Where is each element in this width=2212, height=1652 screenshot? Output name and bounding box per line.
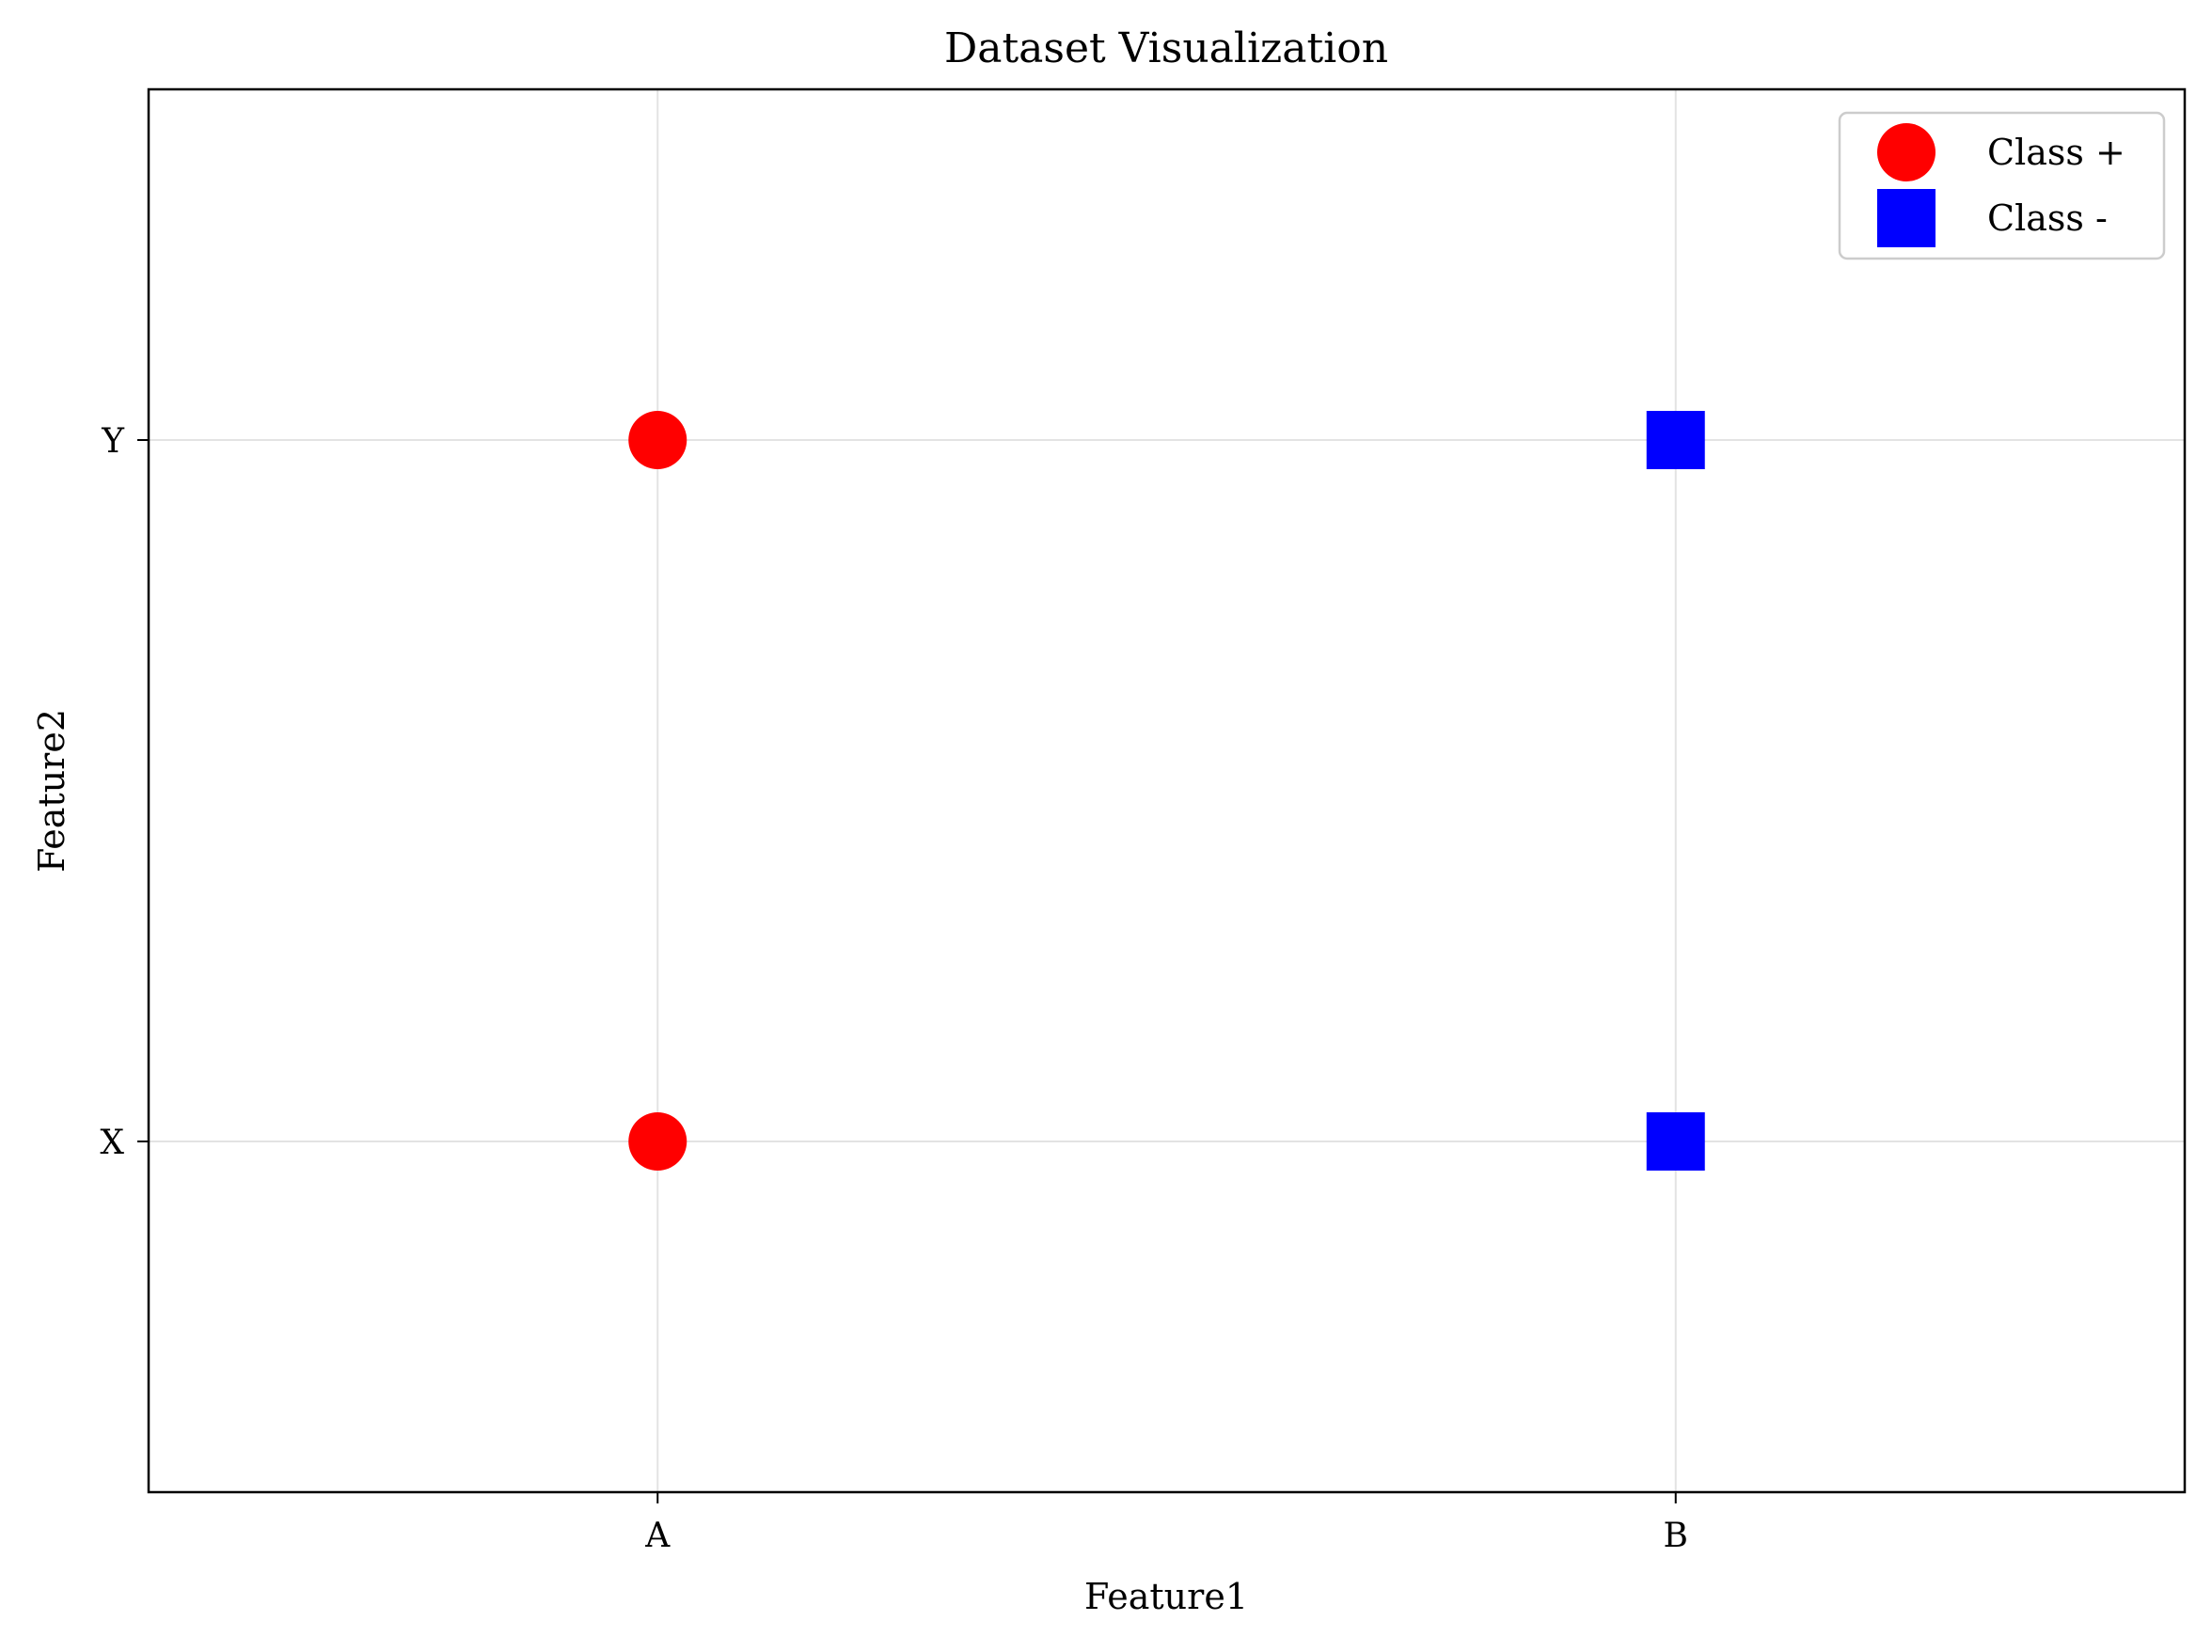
ticks-layer: A B X Y: [100, 422, 1688, 1555]
y-tick-label: X: [100, 1124, 124, 1162]
class-minus-point: [1646, 1112, 1705, 1171]
chart-title: Dataset Visualization: [944, 24, 1388, 72]
x-tick-label: A: [644, 1517, 671, 1555]
x-tick-label: B: [1664, 1517, 1688, 1555]
x-axis-label: Feature1: [1084, 1576, 1248, 1617]
y-axis-label: Feature2: [31, 709, 72, 873]
grid-layer: [149, 89, 2185, 1492]
legend: Class + Class -: [1838, 111, 2166, 260]
legend-circle-marker: [1877, 123, 1936, 181]
y-tick-label: Y: [101, 422, 125, 461]
class-minus-point: [1646, 411, 1705, 469]
legend-square-marker: [1877, 189, 1936, 247]
class-plus-point: [628, 1112, 687, 1171]
legend-label: Class -: [1987, 197, 2108, 239]
plot-frame: [147, 87, 2187, 1494]
class-plus-point: [628, 411, 687, 469]
legend-label: Class +: [1987, 132, 2125, 173]
points-layer: [628, 411, 1705, 1171]
